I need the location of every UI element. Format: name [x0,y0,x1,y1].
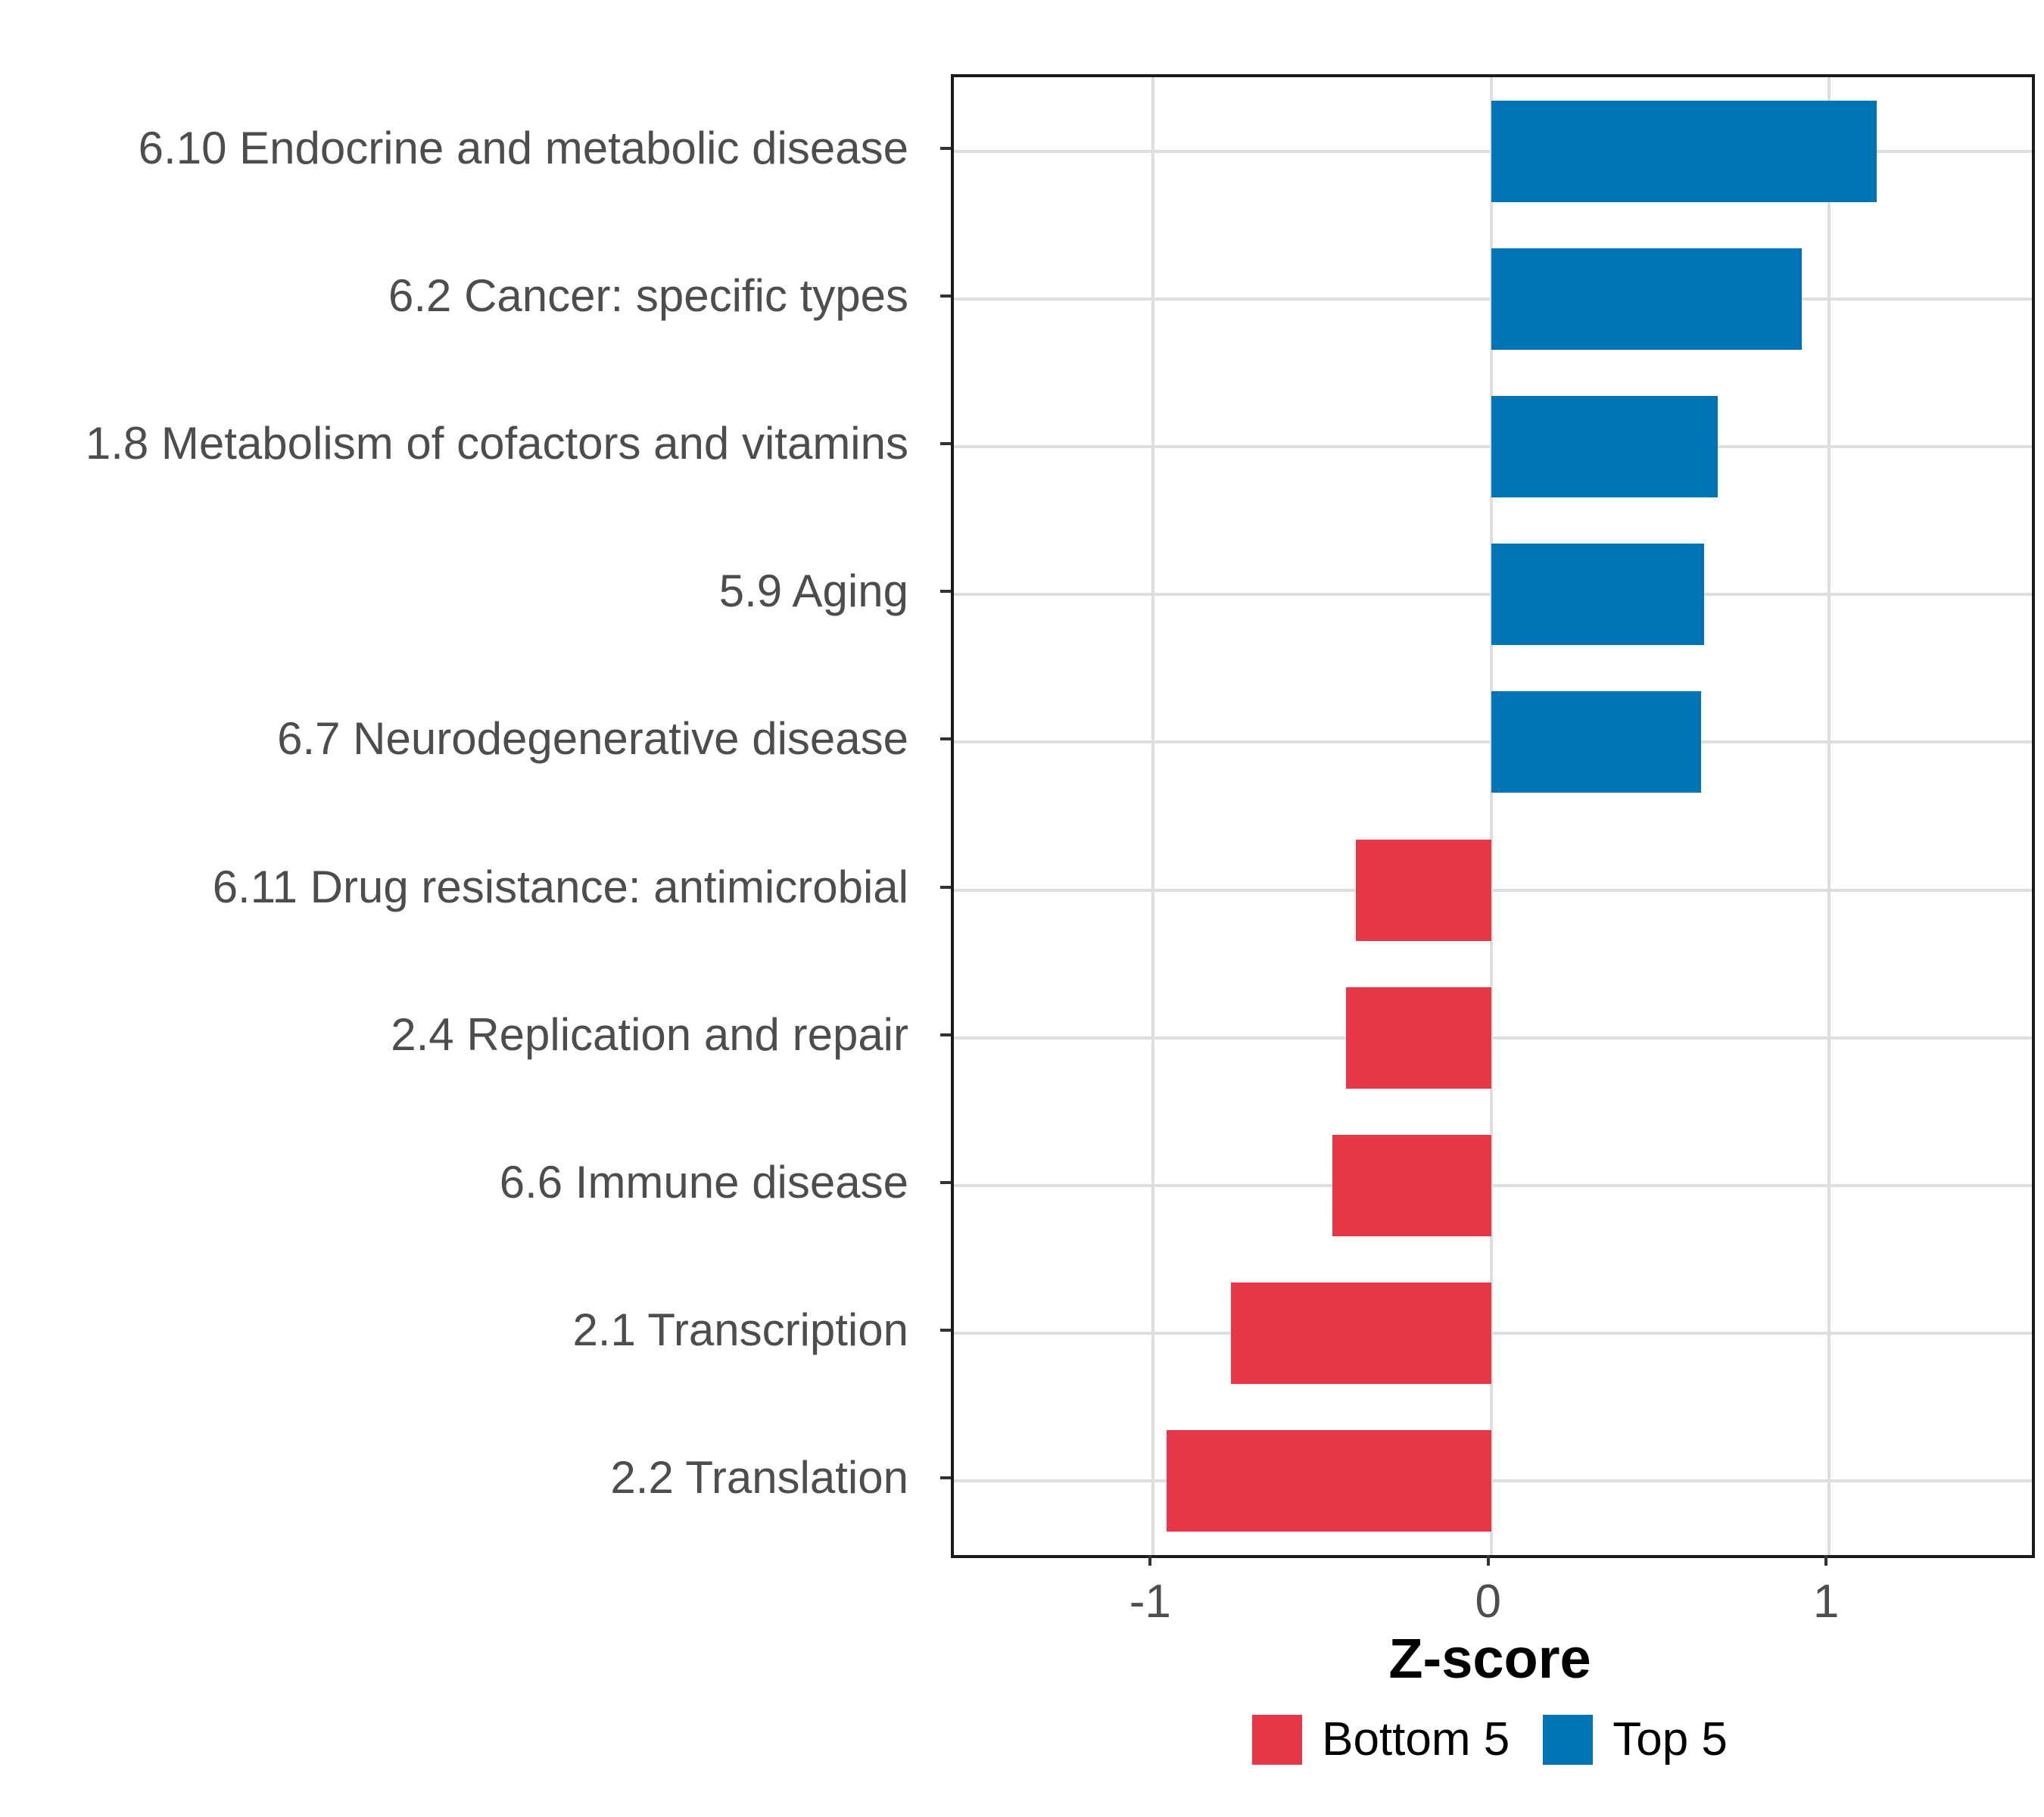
y-axis-tick [940,590,951,594]
bar [1491,544,1704,646]
bar [1332,1135,1491,1236]
y-axis-label: 5.9 Aging [718,566,908,617]
bar [1231,1282,1491,1385]
plot-panel [951,74,2035,1558]
bar [1491,691,1701,793]
y-axis-label: 6.10 Endocrine and metabolic disease [138,122,908,173]
y-axis-tick [940,1329,951,1332]
y-axis-tick [940,442,951,445]
y-gridline [954,1479,2032,1483]
y-axis-label: 6.11 Drug resistance: antimicrobial [212,861,908,912]
y-axis-tick [940,885,951,889]
y-gridline [954,1332,2032,1335]
y-axis-label: 2.2 Translation [610,1452,908,1504]
bar [1491,100,1877,202]
y-axis-label: 2.1 Transcription [572,1304,908,1356]
legend-item-bottom-5: Bottom 5 [1252,1713,1510,1766]
x-axis-title: Z-score [1388,1627,1591,1690]
y-axis-label: 6.7 Neurodegenerative disease [277,713,908,765]
y-gridline [954,888,2032,892]
x-axis-tick-label: 0 [1475,1575,1501,1628]
x-gridline [1489,77,1493,1555]
y-axis-tick [940,737,951,741]
x-axis-tick [1486,1555,1490,1566]
bar [1345,986,1491,1089]
y-axis-label: 1.8 Metabolism of cofactors and vitamins [85,418,908,469]
bar [1167,1430,1491,1532]
y-axis-tick [940,146,951,150]
legend-label: Bottom 5 [1322,1713,1510,1766]
x-gridline [1151,77,1155,1555]
bar [1356,839,1491,941]
legend-swatch [1543,1714,1594,1765]
y-axis-tick [940,1033,951,1036]
bar [1491,396,1718,497]
y-gridline [954,1184,2032,1187]
y-axis-label: 2.4 Replication and repair [391,1008,908,1060]
x-axis-tick-label: -1 [1129,1575,1171,1628]
y-axis-label: 6.2 Cancer: specific types [388,270,908,321]
x-gridline [1827,77,1831,1555]
legend-label: Top 5 [1612,1713,1728,1766]
x-axis-tick [1148,1555,1152,1566]
legend: Bottom 5 Top 5 [951,1713,2029,1766]
y-axis-label: 6.6 Immune disease [499,1157,908,1208]
bar [1491,248,1803,350]
y-axis-tick [940,294,951,298]
x-axis-tick-label: 1 [1812,1575,1840,1628]
y-axis-tick [940,1476,951,1480]
x-axis-tick [1824,1555,1828,1566]
y-gridline [954,1036,2032,1039]
legend-swatch [1252,1714,1303,1765]
y-axis-tick [940,1181,951,1184]
legend-item-top-5: Top 5 [1543,1713,1728,1766]
